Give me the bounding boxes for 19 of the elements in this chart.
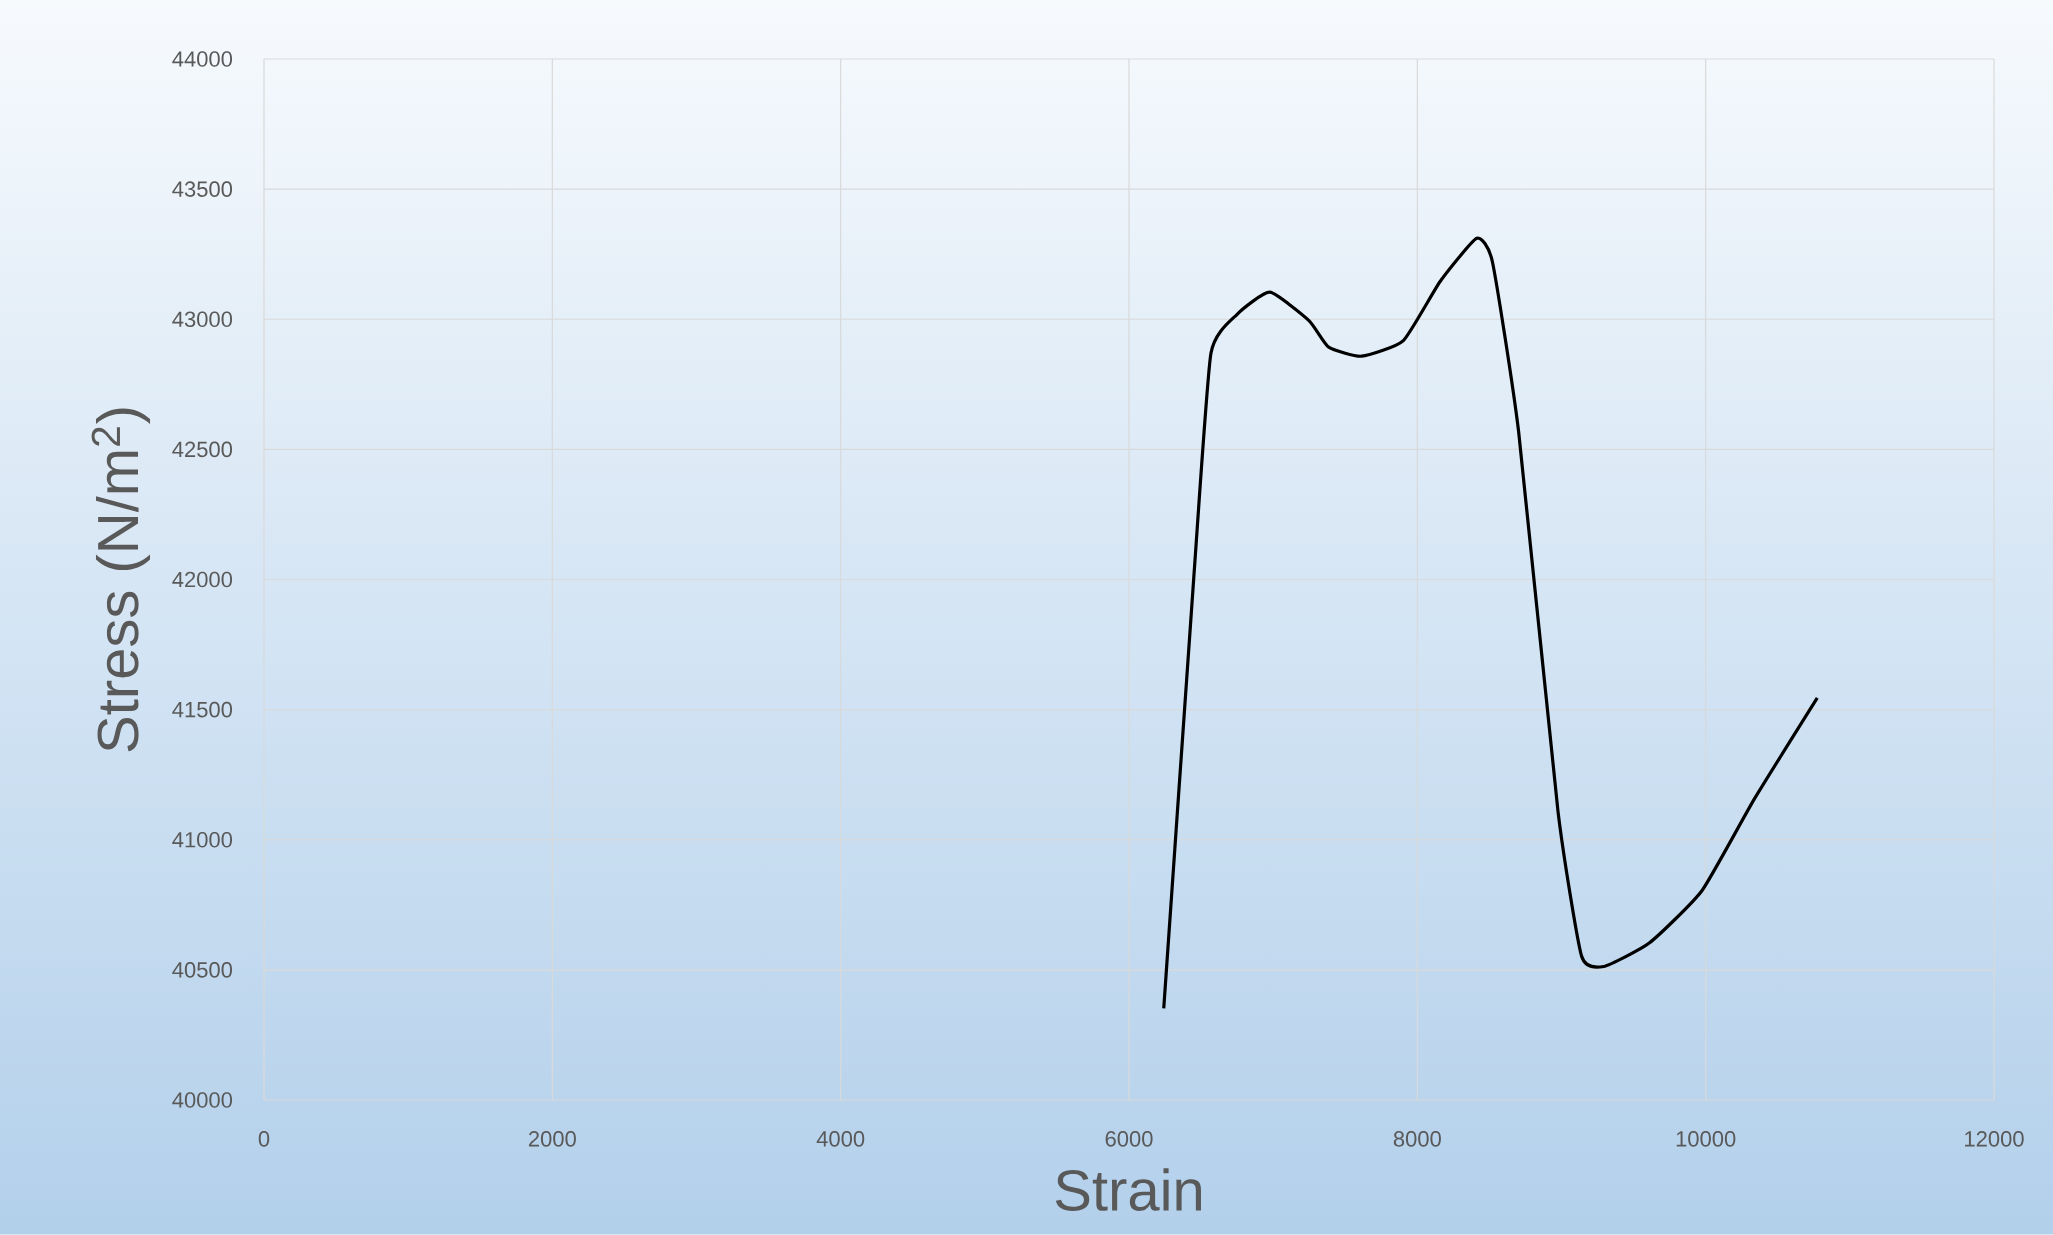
y-tick-label: 40500 bbox=[172, 962, 233, 978]
x-axis-title: Strain bbox=[1055, 1168, 1201, 1211]
line-series bbox=[1162, 236, 1819, 1010]
x-tick-label: 6000 bbox=[1105, 1131, 1153, 1147]
y-tick-label: 43500 bbox=[172, 181, 233, 197]
y-tick-label: 41000 bbox=[172, 831, 233, 848]
y-tick-label: 42000 bbox=[172, 571, 233, 588]
y-tick-label: 42500 bbox=[172, 441, 233, 458]
y-axis-title: Stress (N/m$^{2}$) bbox=[91, 408, 151, 752]
x-tick-label: 2000 bbox=[528, 1131, 576, 1147]
y-tick-label: 43000 bbox=[172, 311, 233, 328]
x-tick-label: 12000 bbox=[1965, 1131, 2024, 1147]
x-tick-label: 10000 bbox=[1676, 1131, 1736, 1147]
y-tick-label: 40000 bbox=[172, 1092, 233, 1108]
y-tick-label: 41500 bbox=[172, 701, 233, 718]
x-tick-label: 0 bbox=[258, 1131, 270, 1147]
x-tick-label: 4000 bbox=[816, 1131, 865, 1147]
y-tick-label: 44000 bbox=[172, 51, 233, 67]
x-tick-label: 8000 bbox=[1393, 1131, 1441, 1147]
